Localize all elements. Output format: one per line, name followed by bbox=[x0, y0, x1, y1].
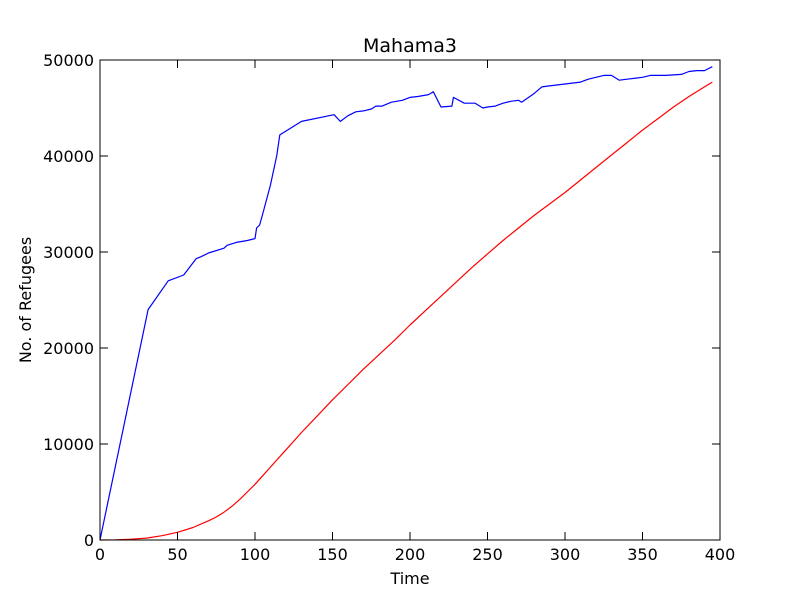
x-tick-label: 150 bbox=[317, 545, 348, 564]
series-line-1 bbox=[99, 66, 713, 541]
ticks-layer: 0 50 100 150 200 250 300 350 400 0 10000 20000 30000… bbox=[43, 51, 735, 564]
x-tick-label: 200 bbox=[395, 545, 426, 564]
y-tick-label: 10000 bbox=[43, 435, 94, 454]
x-axis-label: Time bbox=[389, 569, 429, 588]
chart-title: Mahama3 bbox=[363, 35, 457, 57]
x-tick-label: 250 bbox=[472, 545, 503, 564]
y-tick-label: 0 bbox=[84, 531, 94, 550]
x-tick-label: 400 bbox=[705, 545, 736, 564]
y-tick-label: 50000 bbox=[43, 51, 94, 70]
y-tick-label: 20000 bbox=[43, 339, 94, 358]
series-line-2 bbox=[99, 81, 713, 541]
y-tick-label: 30000 bbox=[43, 243, 94, 262]
x-tick-label: 300 bbox=[550, 545, 581, 564]
x-tick-label: 350 bbox=[627, 545, 658, 564]
series-layer bbox=[99, 66, 713, 541]
plot-frame bbox=[99, 59, 721, 541]
y-tick-label: 40000 bbox=[43, 147, 94, 166]
x-tick-label: 100 bbox=[240, 545, 271, 564]
x-tick-label: 50 bbox=[167, 545, 187, 564]
y-axis-label: No. of Refugees bbox=[16, 237, 35, 363]
x-tick-label: 0 bbox=[95, 545, 105, 564]
